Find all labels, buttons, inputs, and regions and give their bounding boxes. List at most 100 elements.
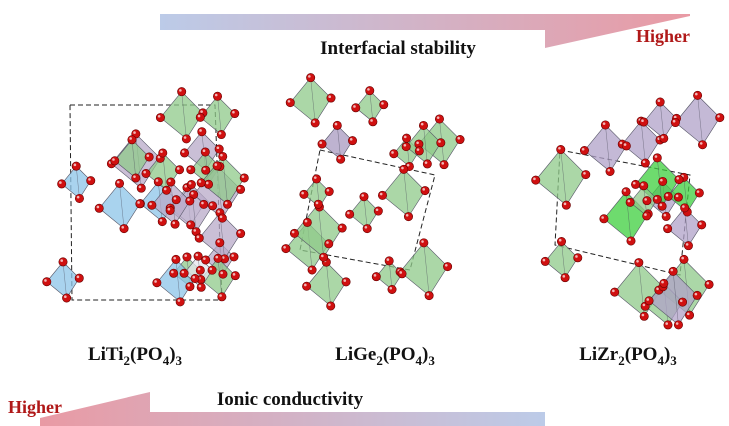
oxygen-atom (194, 252, 202, 260)
atom-highlight (64, 295, 67, 298)
atom-highlight (422, 188, 425, 191)
oxygen-atom (154, 178, 162, 186)
oxygen-atom (562, 201, 570, 209)
atom-highlight (656, 287, 659, 290)
atom-highlight (304, 284, 307, 287)
oxygen-atom (208, 202, 216, 210)
atom-highlight (658, 99, 661, 102)
atom-highlight (133, 131, 136, 134)
oxygen-atom (660, 279, 668, 287)
atom-highlight (288, 100, 291, 103)
oxygen-atom (312, 175, 320, 183)
oxygen-atom (380, 100, 388, 108)
atom-highlight (717, 115, 720, 118)
atom-highlight (326, 241, 329, 244)
oxygen-atom (698, 141, 706, 149)
formula-part: LiZr (579, 344, 619, 365)
oxygen-atom (674, 321, 682, 329)
polyhedron (382, 169, 425, 216)
oxygen-atom (656, 98, 664, 106)
atom-highlight (168, 208, 171, 211)
oxygen-atom (669, 267, 677, 275)
atom-highlight (646, 298, 649, 301)
oxygen-atom (128, 136, 136, 144)
atom-highlight (335, 123, 338, 126)
oxygen-atom (693, 291, 701, 299)
oxygen-atom (231, 271, 239, 279)
atom-highlight (217, 146, 220, 149)
atom-highlight (199, 129, 202, 132)
atom-highlight (660, 204, 663, 207)
atom-highlight (674, 116, 677, 119)
atom-highlight (406, 214, 409, 217)
atom-highlight (219, 294, 222, 297)
atom-highlight (391, 151, 394, 154)
atom-highlight (174, 197, 177, 200)
oxygen-atom (716, 113, 724, 121)
oxygen-atom (369, 118, 377, 126)
oxygen-atom (215, 145, 223, 153)
oxygen-atom (345, 210, 353, 218)
atom-highlight (347, 212, 350, 215)
oxygen-atom (186, 282, 194, 290)
oxygen-atom (148, 201, 156, 209)
atom-highlight (215, 163, 218, 166)
oxygen-atom (208, 266, 216, 274)
oxygen-atom (664, 321, 672, 329)
oxygen-atom (176, 298, 184, 306)
atom-highlight (636, 260, 639, 263)
atom-highlight (575, 255, 578, 258)
oxygen-atom (201, 166, 209, 174)
polyhedron (675, 95, 719, 144)
oxygen-atom (622, 142, 630, 150)
structure-ti (43, 87, 249, 306)
atom-highlight (361, 194, 364, 197)
oxygen-atom (378, 191, 386, 199)
oxygen-atom (443, 262, 451, 270)
oxygen-atom (306, 73, 314, 81)
oxygen-atom (385, 257, 393, 265)
atom-highlight (350, 138, 353, 141)
oxygen-atom (423, 160, 431, 168)
oxygen-atom (390, 150, 398, 158)
polyhedron (350, 197, 379, 229)
atom-highlight (184, 185, 187, 188)
oxygen-atom (213, 92, 221, 100)
atom-highlight (74, 164, 77, 167)
atom-highlight (661, 281, 664, 284)
polyhedron (99, 183, 140, 228)
atom-highlight (404, 136, 407, 139)
atom-highlight (407, 164, 410, 167)
oxygen-atom (223, 200, 231, 208)
atom-highlight (173, 257, 176, 260)
atom-highlight (543, 259, 546, 262)
atom-highlight (699, 222, 702, 225)
oxygen-atom (601, 121, 609, 129)
atom-highlight (133, 175, 136, 178)
oxygen-atom (622, 188, 630, 196)
atom-highlight (641, 183, 644, 186)
atom-highlight (441, 162, 444, 165)
atom-highlight (199, 285, 202, 288)
oxygen-atom (115, 179, 123, 187)
oxygen-atom (137, 184, 145, 192)
atom-highlight (628, 238, 631, 241)
oxygen-atom (156, 113, 164, 121)
oxygen-atom (440, 160, 448, 168)
oxygen-atom (111, 157, 119, 165)
atom-highlight (655, 155, 658, 158)
oxygen-atom (600, 215, 608, 223)
oxygen-atom (398, 270, 406, 278)
atom-highlight (700, 142, 703, 145)
atom-highlight (387, 258, 390, 261)
atom-highlight (220, 272, 223, 275)
oxygen-atom (580, 146, 588, 154)
atom-highlight (404, 144, 407, 147)
oxygen-atom (693, 91, 701, 99)
oxygen-atom (180, 149, 188, 157)
polyhedron (322, 125, 352, 159)
oxygen-atom (342, 278, 350, 286)
oxygen-atom (653, 154, 661, 162)
oxygen-atom (685, 311, 693, 319)
oxygen-atom (308, 266, 316, 274)
